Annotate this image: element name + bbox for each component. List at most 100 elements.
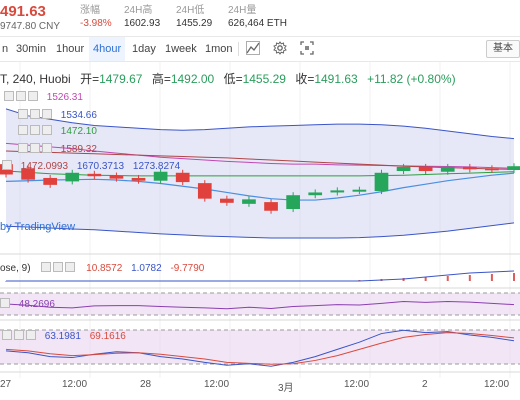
rsi-legend: 48.2696 [0, 298, 55, 311]
candle [109, 175, 124, 179]
candle [485, 168, 499, 171]
macd-bar [513, 273, 515, 281]
candle [330, 190, 345, 193]
settings-toggle-icon[interactable] [30, 125, 40, 135]
time-label: 12:00 [204, 379, 230, 390]
candle [131, 177, 146, 181]
stat-value: 626,464 ETH [228, 18, 287, 29]
d-value: 69.1616 [89, 331, 126, 342]
candle [264, 202, 278, 211]
ticker-header: 491.63 9747.80 CNY 涨幅 -3.98% 24H高 1602.9… [0, 0, 520, 36]
macd-bar [490, 274, 493, 281]
stat-high: 24H高 1602.93 [124, 5, 160, 31]
open-label: 开= [80, 72, 100, 86]
tab-1hour[interactable]: 1hour [56, 43, 85, 55]
candle [374, 172, 389, 192]
stat-value: -3.98% [80, 18, 112, 29]
ma-blue-line [5, 172, 515, 201]
tab-1week[interactable]: 1week [165, 43, 197, 55]
stat-change: 涨幅 -3.98% [80, 5, 112, 31]
indicator-icon[interactable] [245, 41, 261, 57]
time-label: 12:00 [484, 379, 510, 390]
kdj-legend: 63.1981 69.1616 [0, 330, 126, 343]
time-label: 3月 [278, 383, 294, 394]
bb-row: 1472.0993 1670.3713 1273.8274 [0, 160, 180, 173]
candle [352, 189, 367, 192]
low-label: 低= [223, 72, 243, 86]
close-toggle-icon[interactable] [28, 91, 38, 101]
time-label: 2 [422, 379, 428, 390]
stat-label: 24H量 [228, 5, 257, 16]
candle [153, 171, 168, 181]
tradingview-watermark[interactable]: by TradingView [0, 221, 76, 233]
macd-name: ose, 9) [0, 263, 31, 274]
bb-upper-value: 1670.3713 [76, 161, 125, 172]
visibility-toggle-icon[interactable] [41, 262, 52, 272]
k-value: 63.1981 [44, 331, 81, 342]
close-toggle-icon[interactable] [42, 125, 52, 135]
high-label: 高= [151, 72, 171, 86]
visibility-toggle-icon[interactable] [18, 109, 28, 119]
tab-30min[interactable]: 30min [16, 43, 46, 55]
bb-upper-line [5, 108, 515, 140]
cny-price: 9747.80 CNY [0, 21, 61, 32]
high-value: 1492.00 [170, 72, 215, 86]
candle [197, 183, 212, 199]
candle [440, 166, 455, 172]
visibility-toggle-icon[interactable] [2, 330, 12, 340]
visibility-toggle-icon[interactable] [18, 125, 28, 135]
candle [462, 166, 477, 170]
toolbar-divider [238, 42, 239, 56]
close-toggle-icon[interactable] [0, 298, 10, 308]
visibility-toggle-icon[interactable] [18, 143, 28, 153]
ma-row-4: 1589.32 [0, 143, 97, 156]
ma-value: 1472.10 [60, 126, 97, 137]
close-toggle-icon[interactable] [26, 330, 36, 340]
close-toggle-icon[interactable] [42, 109, 52, 119]
stat-low: 24H低 1455.29 [176, 5, 212, 31]
stat-value: 1602.93 [124, 18, 161, 29]
settings-toggle-icon[interactable] [30, 109, 40, 119]
tab-4hour[interactable]: 4hour [89, 37, 126, 61]
macd-legend: ose, 9) 10.8572 1.0782 -9.7790 [0, 262, 204, 275]
candle [418, 166, 433, 172]
tab-1day[interactable]: 1day [132, 43, 156, 55]
candle [507, 166, 520, 171]
basic-chart-button[interactable]: 基本 [486, 40, 520, 58]
stat-label: 24H高 [124, 5, 153, 16]
stat-label: 24H低 [176, 5, 205, 16]
ohlc-legend: T, 240, Huobi 开=1479.67 高=1492.00 低=1455… [0, 70, 456, 87]
macd-bar [468, 275, 471, 281]
settings-toggle-icon[interactable] [53, 262, 64, 272]
bollinger-band [6, 108, 514, 239]
fullscreen-icon[interactable] [299, 41, 315, 57]
time-label: 12:00 [62, 379, 88, 390]
close-toggle-icon[interactable] [2, 160, 12, 170]
time-label: 28 [140, 379, 152, 390]
macd-bar [424, 277, 427, 281]
candle [87, 173, 102, 177]
candle [21, 168, 35, 180]
macd-hist-value: -9.7790 [170, 263, 205, 274]
visibility-toggle-icon[interactable] [4, 91, 14, 101]
low-value: 1455.29 [242, 72, 286, 86]
chart-toolbar: n 30min 1hour 4hour 1day 1week 1mon 基本 [0, 36, 520, 62]
tab-interval[interactable]: n [2, 43, 9, 55]
candle [286, 195, 300, 210]
candle [65, 172, 80, 182]
close-toggle-icon[interactable] [65, 262, 76, 272]
stat-label: 涨幅 [80, 5, 100, 16]
close-toggle-icon[interactable] [42, 143, 52, 153]
settings-toggle-icon[interactable] [16, 91, 26, 101]
bb-mid-value: 1472.0993 [20, 161, 69, 172]
settings-toggle-icon[interactable] [30, 143, 40, 153]
ma-row-3: 1472.10 [0, 125, 97, 138]
stat-value: 1455.29 [176, 18, 213, 29]
change-value: +11.82 (+0.80%) [367, 72, 456, 86]
settings-toggle-icon[interactable] [14, 330, 24, 340]
settings-icon[interactable] [272, 41, 288, 57]
d-line [5, 332, 515, 365]
macd-signal-value: 1.0782 [131, 263, 162, 274]
price-chart[interactable] [0, 62, 520, 400]
tab-1mon[interactable]: 1mon [205, 43, 233, 55]
